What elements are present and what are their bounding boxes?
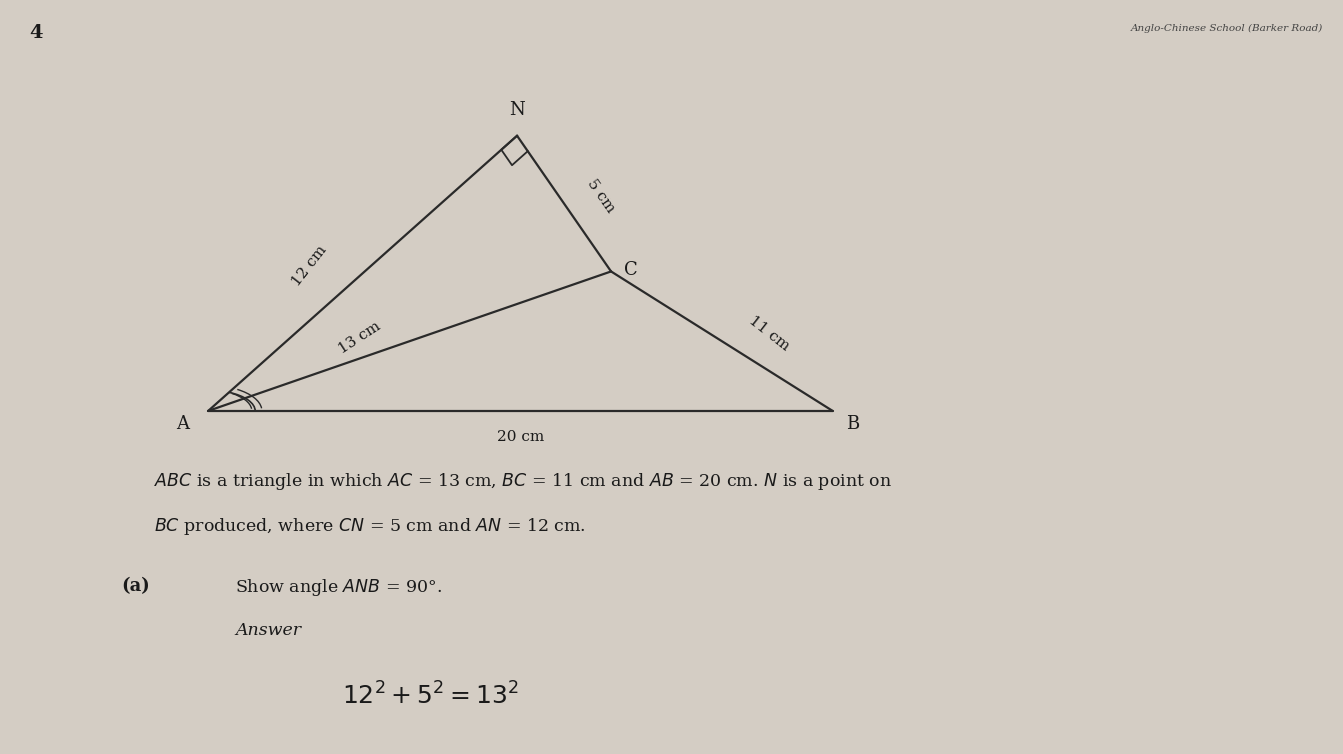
Text: 5 cm: 5 cm	[584, 176, 618, 216]
Text: Answer: Answer	[235, 622, 301, 639]
Text: Anglo-Chinese School (Barker Road): Anglo-Chinese School (Barker Road)	[1131, 24, 1323, 33]
Text: 12 cm: 12 cm	[289, 243, 329, 289]
Text: 13 cm: 13 cm	[336, 319, 383, 356]
Text: B: B	[846, 415, 860, 433]
Text: $12^2 + 5^2 = 13^2$: $12^2 + 5^2 = 13^2$	[342, 682, 520, 710]
Text: Show angle $ANB$ = 90°.: Show angle $ANB$ = 90°.	[235, 577, 442, 598]
Text: 20 cm: 20 cm	[497, 430, 544, 444]
Text: $BC$ produced, where $CN$ = 5 cm and $AN$ = 12 cm.: $BC$ produced, where $CN$ = 5 cm and $AN…	[154, 516, 587, 538]
Text: $ABC$ is a triangle in which $AC$ = 13 cm, $BC$ = 11 cm and $AB$ = 20 cm. $N$ is: $ABC$ is a triangle in which $AC$ = 13 c…	[154, 471, 892, 492]
Text: 11 cm: 11 cm	[747, 314, 792, 354]
Text: N: N	[509, 101, 525, 119]
Text: (a): (a)	[121, 577, 149, 595]
Text: 4: 4	[30, 24, 43, 42]
Text: C: C	[624, 261, 638, 279]
Text: A: A	[176, 415, 189, 433]
